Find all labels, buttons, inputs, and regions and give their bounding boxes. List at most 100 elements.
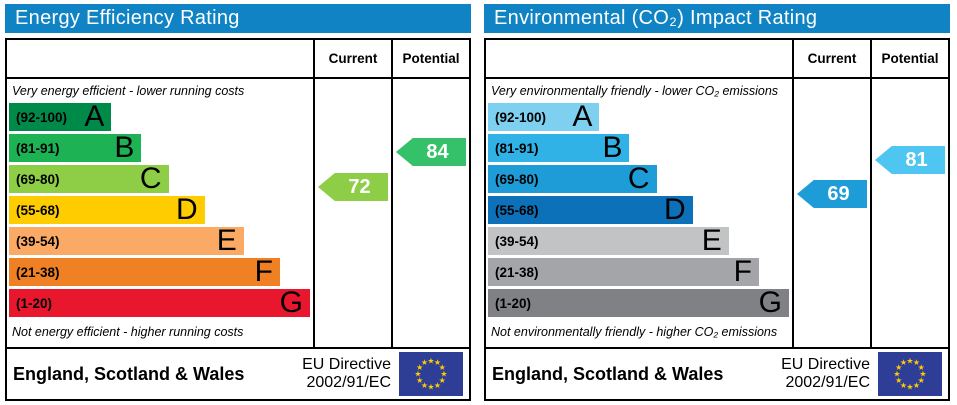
band-list: (92-100) A (81-91) B (69-80) C (55-68) D… xyxy=(7,100,313,320)
eu-star-icon: ★ xyxy=(918,363,925,372)
table-body-row: Very energy efficient - lower running co… xyxy=(7,79,469,347)
eu-directive-line1: EU Directive xyxy=(302,356,391,374)
eu-flag-icon: ★ ★★★★★★★★★★★ xyxy=(878,352,942,396)
band-letter-label: D xyxy=(175,193,198,226)
bands-column: Very energy efficient - lower running co… xyxy=(7,79,313,347)
rating-band-row: (55-68) D xyxy=(9,193,205,226)
band-letter-label: C xyxy=(627,162,650,195)
band-range-label: (39-54) xyxy=(495,233,539,249)
rating-band-row: (1-20) G xyxy=(488,286,789,319)
bottom-note: Not environmentally friendly - higher CO… xyxy=(491,325,778,339)
band-range-label: (21-38) xyxy=(495,264,539,280)
current-rating-arrow: 69 xyxy=(797,180,867,208)
table-footer-row: England, Scotland & Wales EU Directive 2… xyxy=(7,347,469,399)
band-letter-label: A xyxy=(84,100,105,133)
band-range-label: (21-38) xyxy=(16,264,60,280)
band-range-label: (81-91) xyxy=(495,140,539,156)
region-label: England, Scotland & Wales xyxy=(492,363,724,384)
potential-rating-arrow: 81 xyxy=(875,146,945,174)
band-letter-label: B xyxy=(602,131,623,164)
band-letter-label: F xyxy=(733,255,752,288)
potential-rating-arrow: 84 xyxy=(396,138,466,166)
band-range-label: (55-68) xyxy=(16,202,60,218)
eu-star-icon: ★ xyxy=(439,376,446,385)
eu-star-icon: ★ xyxy=(906,357,913,366)
eu-directive-label: EU Directive 2002/91/EC xyxy=(781,356,870,392)
band-range-label: (1-20) xyxy=(16,295,53,311)
top-note: Very environmentally friendly - lower CO… xyxy=(491,84,779,98)
eu-star-icon: ★ xyxy=(427,357,434,366)
band-range-label: (1-20) xyxy=(495,295,532,311)
rating-panel: Environmental (CO₂) Impact Rating Curren… xyxy=(484,4,950,401)
table-body-row: Very environmentally friendly - lower CO… xyxy=(486,79,948,347)
eu-directive-line2: 2002/91/EC xyxy=(306,374,391,391)
band-letter-label: C xyxy=(139,162,162,195)
eu-directive-line2: 2002/91/EC xyxy=(785,374,870,391)
eu-directive-line1: EU Directive xyxy=(781,356,870,374)
current-column: 72 xyxy=(313,79,391,347)
table-header-row: Current Potential xyxy=(7,40,469,79)
rating-band-row: (69-80) C xyxy=(9,162,169,195)
eu-star-icon: ★ xyxy=(421,358,428,367)
band-range-label: (92-100) xyxy=(16,109,68,125)
rating-band-row: (55-68) D xyxy=(488,193,693,226)
top-note: Very energy efficient - lower running co… xyxy=(12,84,245,98)
potential-column-header: Potential xyxy=(391,40,469,77)
eu-star-icon: ★ xyxy=(900,381,907,390)
eu-star-icon: ★ xyxy=(895,363,902,372)
rating-table: Current Potential Very environmentally f… xyxy=(484,38,950,401)
band-letter-label: G xyxy=(758,286,782,319)
band-range-label: (39-54) xyxy=(16,233,60,249)
eu-star-icon: ★ xyxy=(918,376,925,385)
rating-band-row: (92-100) A xyxy=(488,100,600,133)
bands-column-header xyxy=(486,40,792,77)
band-range-label: (69-80) xyxy=(495,171,539,187)
bands-column: Very environmentally friendly - lower CO… xyxy=(486,79,792,347)
current-column-header: Current xyxy=(792,40,870,77)
eu-star-icon: ★ xyxy=(421,381,428,390)
band-letter-label: E xyxy=(216,224,237,257)
band-letter-label: A xyxy=(572,100,593,133)
eu-star-icon: ★ xyxy=(427,383,434,392)
rating-band-row: (39-54) E xyxy=(488,224,729,257)
eu-star-icon: ★ xyxy=(440,370,447,379)
table-header-row: Current Potential xyxy=(486,40,948,79)
rating-band-row: (1-20) G xyxy=(9,286,310,319)
bottom-note: Not energy efficient - higher running co… xyxy=(12,325,244,339)
potential-column: 84 xyxy=(391,79,469,347)
band-range-label: (69-80) xyxy=(16,171,60,187)
eu-star-icon: ★ xyxy=(906,383,913,392)
band-list: (92-100) A (81-91) B (69-80) C (55-68) D… xyxy=(486,100,792,320)
band-range-label: (55-68) xyxy=(495,202,539,218)
eu-flag-icon: ★ ★★★★★★★★★★★ xyxy=(399,352,463,396)
current-rating-arrow: 72 xyxy=(318,173,388,201)
rating-band-row: (21-38) F xyxy=(488,255,759,288)
eu-star-icon: ★ xyxy=(416,376,423,385)
eu-star-icon: ★ xyxy=(913,381,920,390)
eu-star-icon: ★ xyxy=(895,376,902,385)
current-column: 69 xyxy=(792,79,870,347)
rating-band-row: (21-38) F xyxy=(9,255,280,288)
eu-star-icon: ★ xyxy=(919,370,926,379)
potential-column: 81 xyxy=(870,79,948,347)
rating-panel: Energy Efficiency Rating Current Potenti… xyxy=(5,4,471,401)
rating-band-row: (69-80) C xyxy=(488,162,657,195)
eu-star-icon: ★ xyxy=(434,358,441,367)
band-letter-label: B xyxy=(114,131,135,164)
eu-star-icon: ★ xyxy=(414,370,421,379)
band-letter-label: D xyxy=(664,193,686,226)
band-letter-label: F xyxy=(254,255,273,288)
band-letter-label: G xyxy=(279,286,303,319)
rating-band-row: (39-54) E xyxy=(9,224,244,257)
region-label: England, Scotland & Wales xyxy=(13,363,245,384)
current-column-header: Current xyxy=(313,40,391,77)
eu-star-icon: ★ xyxy=(900,358,907,367)
panel-title: Energy Efficiency Rating xyxy=(5,4,471,33)
potential-column-header: Potential xyxy=(870,40,948,77)
rating-band-row: (92-100) A xyxy=(9,100,112,133)
band-range-label: (92-100) xyxy=(495,109,547,125)
band-letter-label: E xyxy=(701,224,722,257)
eu-star-icon: ★ xyxy=(439,363,446,372)
eu-star-icon: ★ xyxy=(434,381,441,390)
